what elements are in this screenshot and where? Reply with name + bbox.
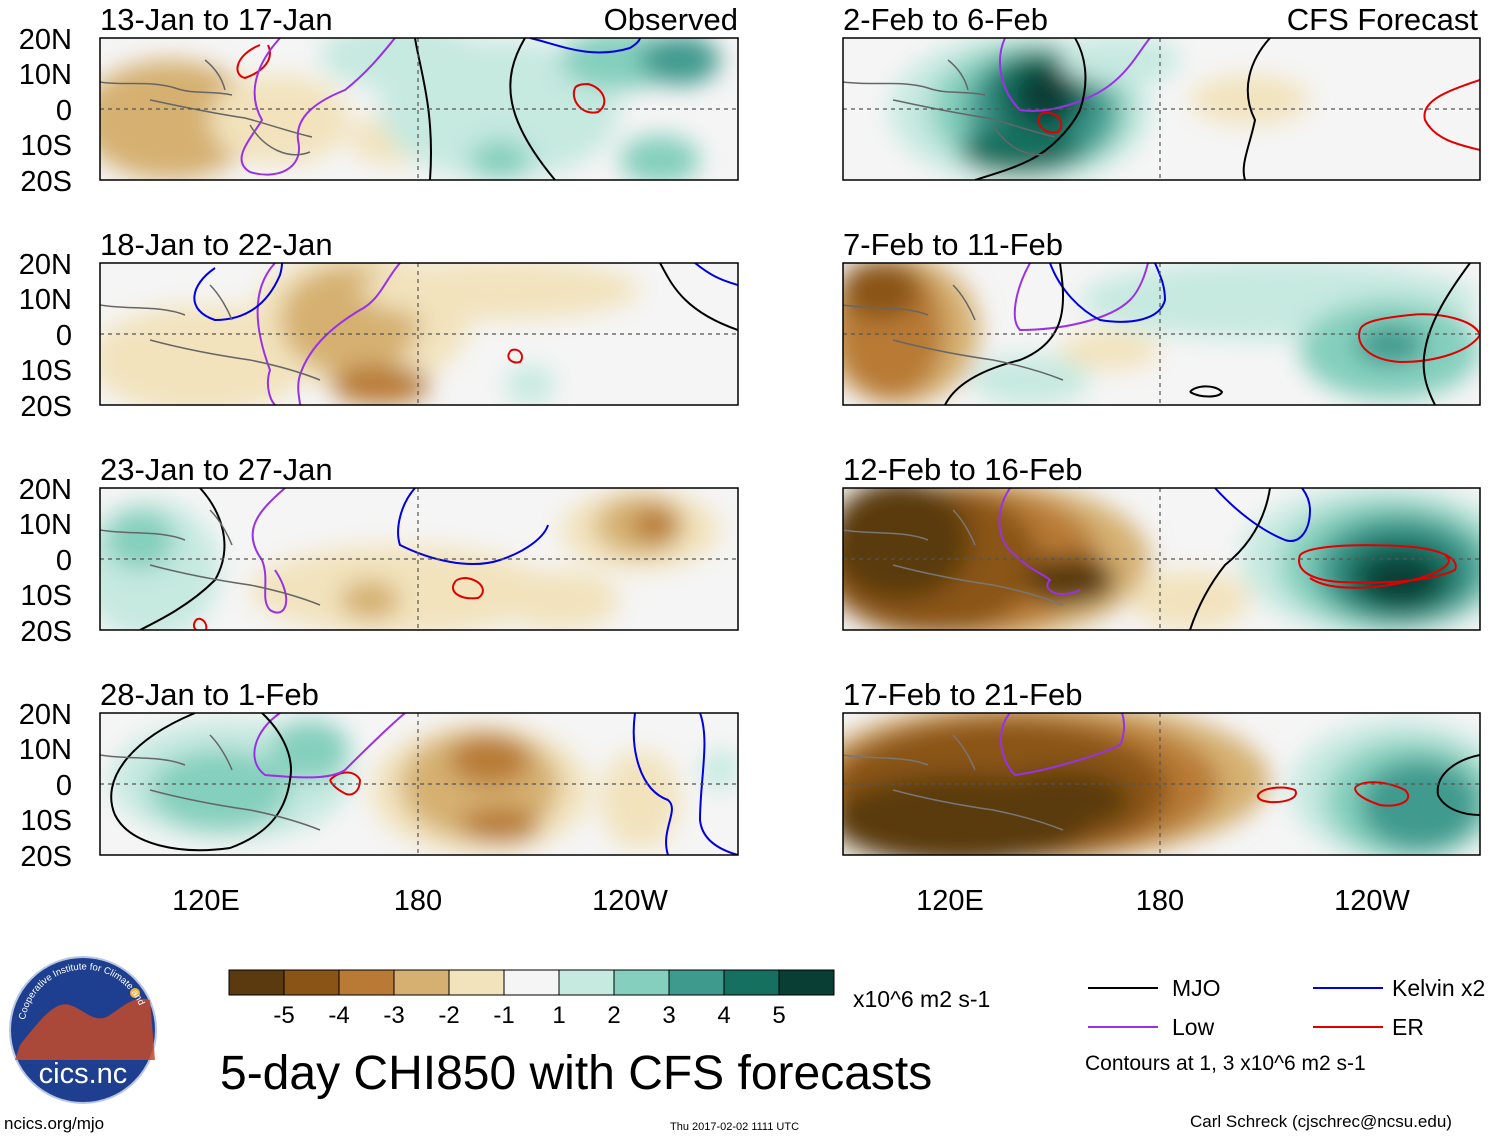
colorbar-swatch xyxy=(393,969,450,996)
lat-tick: 10S xyxy=(20,355,72,387)
observed-column-header: Observed xyxy=(604,2,738,37)
panel-6 xyxy=(842,262,1481,406)
lat-tick: 20S xyxy=(20,391,72,423)
colorbar-swatch xyxy=(723,969,780,996)
lat-tick: 10N xyxy=(19,284,72,316)
lat-tick: 20N xyxy=(19,249,72,281)
colorbar-tick-label: 3 xyxy=(662,1002,675,1029)
lat-tick: 10S xyxy=(20,580,72,612)
lat-axis-row-4: 20N 10N 0 10S 20S xyxy=(19,699,72,873)
lat-tick: 20S xyxy=(20,616,72,648)
lat-tick: 0 xyxy=(56,320,72,352)
legend-label-low: Low xyxy=(1172,1014,1215,1040)
panel-4 xyxy=(99,712,739,856)
lon-tick: 120W xyxy=(1334,885,1410,917)
lat-tick: 10N xyxy=(19,734,72,766)
colorbar-swatch xyxy=(778,969,835,996)
colorbar: -5 -4 -3 -2 -1 1 2 3 4 5 xyxy=(228,969,835,1029)
panel-8-title: 17-Feb to 21-Feb xyxy=(843,677,1083,712)
site-link[interactable]: ncics.org/mjo xyxy=(4,1114,105,1133)
figure-title: 5-day CHI850 with CFS forecasts xyxy=(220,1047,933,1100)
lat-axis-row-1: 20N 10N 0 10S 20S xyxy=(19,24,72,198)
lat-tick: 10S xyxy=(20,805,72,837)
panel-3 xyxy=(99,487,739,631)
panel-7 xyxy=(842,487,1481,631)
panel-2 xyxy=(99,262,739,406)
colorbar-units: x10^6 m2 s-1 xyxy=(853,986,991,1012)
lat-tick: 0 xyxy=(56,545,72,577)
colorbar-tick-label: -1 xyxy=(493,1002,514,1029)
colorbar-swatch xyxy=(503,969,560,996)
lat-tick: 20N xyxy=(19,24,72,56)
lon-tick: 120E xyxy=(916,885,984,917)
lon-tick: 180 xyxy=(394,885,442,917)
colorbar-swatch xyxy=(668,969,725,996)
panel-1-shading xyxy=(100,38,720,180)
panel-5-title: 2-Feb to 6-Feb xyxy=(843,2,1048,37)
forecast-column-header: CFS Forecast xyxy=(1287,2,1479,37)
line-legend-swatches xyxy=(1088,987,1383,1028)
colorbar-tick-label: 1 xyxy=(552,1002,565,1029)
colorbar-swatch xyxy=(228,969,285,996)
colorbar-swatch xyxy=(613,969,670,996)
lat-tick: 20S xyxy=(20,166,72,198)
logo-text: cics.nc xyxy=(39,1058,128,1090)
panel-8 xyxy=(842,712,1481,856)
legend-label-mjo: MJO xyxy=(1172,975,1221,1001)
colorbar-swatch xyxy=(448,969,505,996)
colorbar-swatch xyxy=(558,969,615,996)
lat-tick: 20N xyxy=(19,474,72,506)
author-credit: Carl Schreck (cjschrec@ncsu.edu) xyxy=(1190,1112,1452,1131)
timestamp: Thu 2017-02-02 1111 UTC xyxy=(670,1121,800,1133)
lat-tick: 0 xyxy=(56,95,72,127)
panel-1-title: 13-Jan to 17-Jan xyxy=(100,2,333,37)
colorbar-tick-label: -5 xyxy=(273,1002,294,1029)
lon-axis-right: 120E 180 120W xyxy=(916,885,1410,917)
colorbar-swatch xyxy=(283,969,340,996)
lat-axis-row-3: 20N 10N 0 10S 20S xyxy=(19,474,72,648)
panel-1-contours xyxy=(236,38,641,180)
panel-5 xyxy=(842,37,1481,181)
panel-1 xyxy=(99,37,739,181)
colorbar-tick-label: -2 xyxy=(438,1002,459,1029)
panel-2-title: 18-Jan to 22-Jan xyxy=(100,227,333,262)
panel-1-coastlines xyxy=(100,59,313,156)
panel-3-title: 23-Jan to 27-Jan xyxy=(100,452,333,487)
panel-4-title: 28-Jan to 1-Feb xyxy=(100,677,319,712)
lon-tick: 120W xyxy=(592,885,668,917)
lon-tick: 180 xyxy=(1136,885,1184,917)
colorbar-tick-label: -3 xyxy=(383,1002,404,1029)
lat-tick: 0 xyxy=(56,770,72,802)
panel-7-title: 12-Feb to 16-Feb xyxy=(843,452,1083,487)
lat-tick: 10N xyxy=(19,59,72,91)
lat-tick: 10N xyxy=(19,509,72,541)
lat-tick: 10S xyxy=(20,130,72,162)
legend-label-er: ER xyxy=(1392,1014,1424,1040)
colorbar-swatch xyxy=(338,969,395,996)
colorbar-tick-label: 2 xyxy=(607,1002,620,1029)
lat-axis-row-2: 20N 10N 0 10S 20S xyxy=(19,249,72,423)
lat-tick: 20N xyxy=(19,699,72,731)
legend-label-kelvin: Kelvin x2 xyxy=(1392,975,1486,1001)
colorbar-tick-label: 5 xyxy=(772,1002,785,1029)
lon-tick: 120E xyxy=(172,885,240,917)
panel-6-title: 7-Feb to 11-Feb xyxy=(843,227,1063,262)
colorbar-tick-label: -4 xyxy=(328,1002,349,1029)
colorbar-tick-label: 4 xyxy=(717,1002,730,1029)
lon-axis-left: 120E 180 120W xyxy=(172,885,668,917)
lat-tick: 20S xyxy=(20,841,72,873)
contour-note: Contours at 1, 3 x10^6 m2 s-1 xyxy=(1085,1052,1366,1075)
